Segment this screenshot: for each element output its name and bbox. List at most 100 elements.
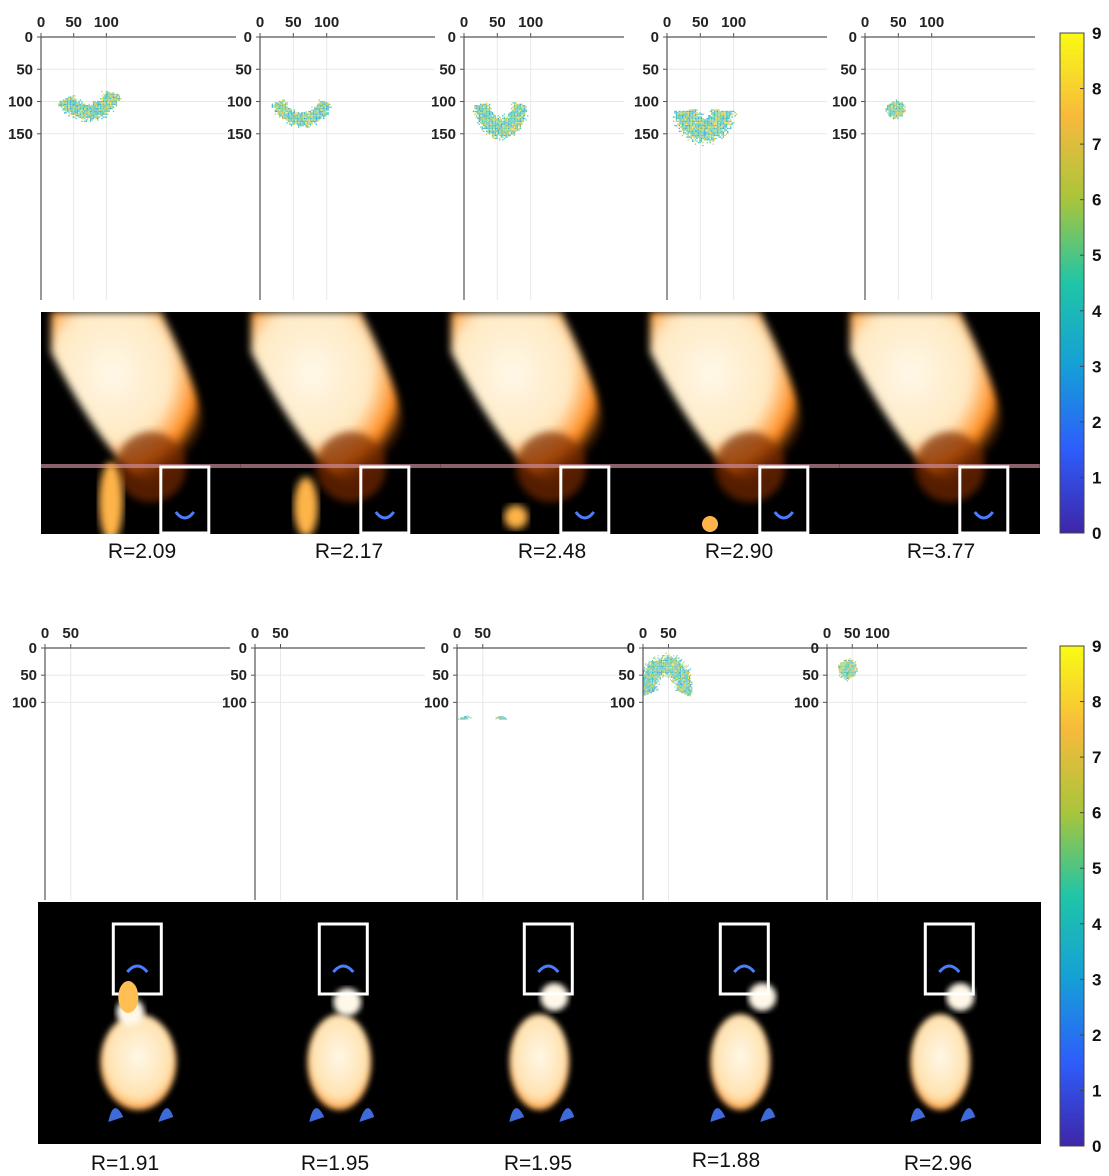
y-tick-label: 0: [441, 640, 449, 657]
droplet: [748, 983, 777, 1011]
x-tick-label: 50: [62, 625, 79, 642]
grid: [41, 37, 236, 300]
y-tick-label: 50: [230, 667, 247, 684]
bottom-photo-row: [38, 902, 1041, 1144]
colorbar-gradient: [1059, 32, 1085, 534]
blue-flame: [537, 964, 560, 974]
bottom-photo-2: [239, 902, 440, 1144]
y-tick-label: 100: [227, 94, 252, 111]
blue-flame: [574, 511, 595, 520]
blue-flame: [126, 964, 149, 974]
top-heatmap-panel-1: 0 50 100 0 50 100 150: [1, 9, 246, 302]
bottom-heatmap-panel-1: 0 50 0 50 100: [5, 620, 240, 902]
flame-body: [306, 1014, 371, 1110]
y-tick-label: 0: [25, 29, 33, 46]
top-photo-row: [41, 312, 1040, 534]
colorbar-tick-label: 4: [1092, 915, 1102, 934]
heat-cells: [838, 657, 858, 682]
blue-base-flame: [760, 1108, 776, 1122]
heat-cells: [643, 652, 693, 697]
bottom-heatmap-panel-4: 0 50 0 50 100: [603, 620, 838, 902]
top-colorbar: 9 8 7 6 5 4 3 2 1 0: [1059, 25, 1102, 543]
y-tick-label: 0: [811, 640, 819, 657]
x-tick-label: 50: [65, 14, 82, 31]
bottom-colorbar: 9 8 7 6 5 4 3 2 1 0: [1059, 638, 1102, 1156]
grid: [260, 37, 435, 300]
colorbar-tick-label: 6: [1092, 804, 1101, 823]
colorbar-tick-label: 3: [1092, 970, 1101, 989]
colorbar-tick-label: 2: [1092, 1026, 1101, 1045]
falling-drop: [293, 477, 318, 534]
y-tick-label: 0: [849, 29, 857, 46]
droplet: [946, 983, 975, 1011]
y-tick-label: 0: [244, 29, 252, 46]
falling-drop: [503, 505, 528, 529]
y-tick-label: 150: [431, 126, 456, 143]
zoom-box: [159, 465, 211, 534]
top-photo-4: [640, 312, 841, 534]
colorbar-tick-label: 9: [1092, 638, 1101, 656]
x-tick-label: 0: [639, 625, 647, 642]
x-tick-label: 50: [660, 625, 677, 642]
y-tick-label: 50: [439, 61, 456, 78]
zoom-box: [758, 465, 810, 534]
y-tick-label: 50: [235, 61, 252, 78]
y-tick-label: 150: [832, 126, 857, 143]
fiber-line: [240, 464, 441, 468]
x-tick-label: 0: [256, 14, 264, 31]
colorbar-tick-label: 7: [1092, 135, 1101, 154]
x-tick-label: 100: [94, 14, 119, 31]
top-heatmap-panel-2: 0 50 100 0 50 100 150: [220, 9, 445, 302]
y-tick-label: 100: [794, 694, 819, 711]
y-tick-label: 100: [222, 694, 247, 711]
colorbar-tick-label: 5: [1092, 246, 1101, 265]
droplet: [540, 983, 569, 1011]
blue-flame: [938, 964, 961, 974]
colorbar-tick-label: 7: [1092, 748, 1101, 767]
top-photo-2: [240, 312, 441, 534]
x-tick-label: 0: [861, 14, 869, 31]
x-tick-label: 50: [890, 14, 907, 31]
zoom-box: [111, 922, 163, 996]
blue-base-flame: [559, 1108, 575, 1122]
y-tick-label: 0: [239, 640, 247, 657]
blue-flame: [331, 964, 355, 974]
x-tick-label: 100: [865, 625, 890, 642]
bottom-heatmap-panel-2: 0 50 0 50 100: [215, 620, 435, 902]
colorbar-tick-label: 1: [1092, 1081, 1101, 1100]
x-tick-label: 0: [823, 625, 831, 642]
grid: [865, 37, 1035, 300]
fiber-line: [41, 464, 241, 468]
y-tick-label: 0: [448, 29, 456, 46]
droplet: [332, 988, 361, 1016]
blue-base-flame: [308, 1108, 324, 1122]
top-r-label-5: R=3.77: [906, 540, 976, 563]
x-tick-label: 50: [272, 625, 289, 642]
colorbar-tick-label: 4: [1092, 302, 1102, 321]
heat-cells: [885, 99, 906, 120]
zoom-box: [718, 922, 770, 996]
colorbar-tick-label: 3: [1092, 357, 1101, 376]
colorbar-tick-label: 9: [1092, 25, 1101, 43]
heat-cells: [58, 90, 122, 122]
blue-base-flame: [108, 1108, 124, 1122]
colorbar-tick-label: 5: [1092, 859, 1101, 878]
colorbar-tick-label: 0: [1092, 524, 1101, 543]
colorbar-tick-label: 0: [1092, 1137, 1101, 1156]
top-photo-5: [840, 312, 1040, 534]
heat-cells: [271, 99, 332, 128]
grid: [827, 648, 1027, 900]
bottom-r-label-2: R=1.95: [300, 1152, 370, 1175]
y-tick-label: 50: [642, 61, 659, 78]
y-tick-label: 50: [840, 61, 857, 78]
bottom-r-label-5: R=2.96: [903, 1152, 973, 1175]
bottom-heatmap-panel-3: 0 50 0 50 100: [417, 620, 637, 902]
top-heatmap-panel-3: 0 50 100 0 50 100 150: [424, 9, 634, 302]
bottom-photo-3: [439, 902, 640, 1144]
grid: [255, 648, 425, 900]
colorbar-tick-label: 6: [1092, 191, 1101, 210]
heat-cells: [672, 109, 738, 147]
x-tick-label: 0: [453, 625, 461, 642]
blue-flame: [973, 511, 995, 520]
blue-base-flame: [509, 1108, 525, 1122]
